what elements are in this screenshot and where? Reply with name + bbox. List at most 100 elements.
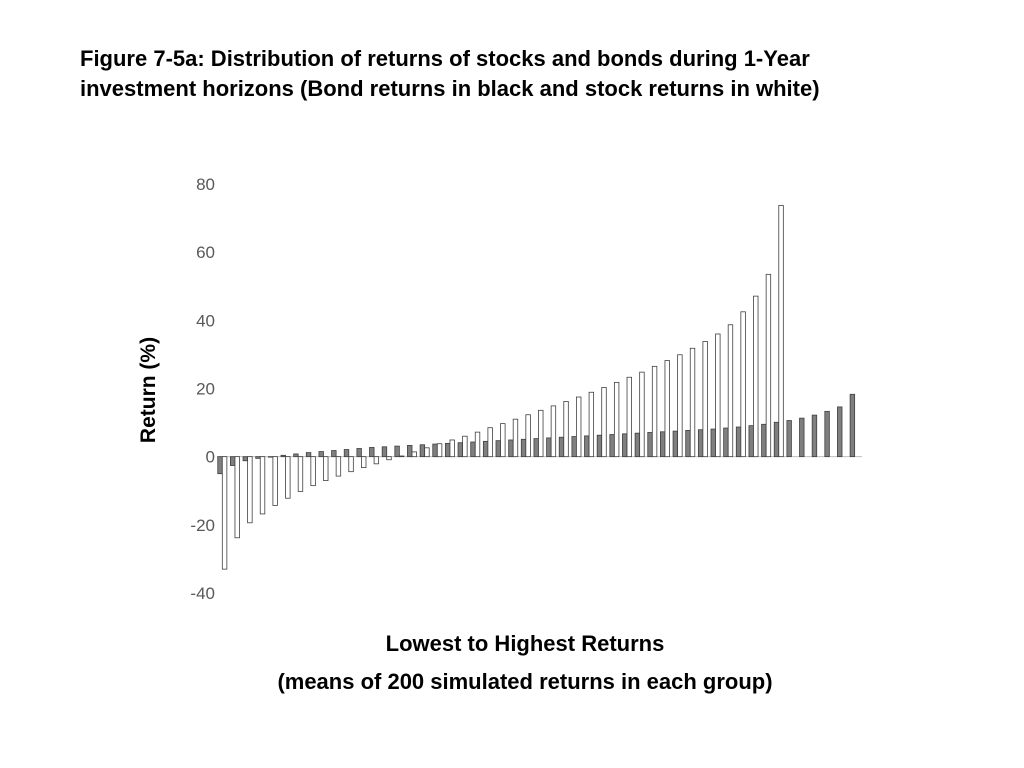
stock-return-bar [651,365,658,458]
bond-return-bar [710,428,716,458]
stock-return-bar [576,396,582,458]
y-axis-ticks: 80 60 40 20 0 -20 -40 [190,175,215,603]
y-tick-label: 80 [196,175,215,194]
bond-return-bar [407,445,413,458]
bond-return-bar [305,452,312,458]
bond-return-bar [672,430,678,458]
stock-return-bar [462,435,468,458]
stock-return-bar [323,456,329,481]
bond-return-bar [824,410,830,458]
bond-return-bar [381,446,388,458]
stock-return-bar [373,456,380,465]
bond-return-bar [470,441,476,458]
bond-return-bar [230,456,236,466]
stock-return-bar [487,427,493,458]
stock-return-bar [512,418,519,458]
stock-return-bar [525,414,531,458]
stock-return-bar [272,456,278,506]
stock-return-bar [424,447,430,458]
bond-return-bar [242,456,249,462]
stock-return-bar [449,439,455,458]
bond-return-bar [634,432,641,458]
stock-return-bar [778,205,784,458]
stock-return-bar [348,456,354,473]
bond-return-bar [293,453,299,458]
stock-return-bar [550,405,557,458]
bond-return-bar [647,432,653,458]
stock-return-bar [500,423,506,458]
bond-return-bar [445,442,451,458]
bond-return-bar [457,442,463,458]
bond-return-bar [343,449,350,458]
stock-return-bar [297,456,304,492]
bond-return-bar [508,439,514,458]
stock-return-bar [677,354,683,458]
bond-return-bar [735,426,742,458]
bond-return-bar [761,423,767,458]
bond-return-bar [571,436,577,458]
bond-return-bar [723,427,729,458]
bond-return-bar [799,417,805,458]
bond-return-bar [837,406,843,458]
bond-return-bar [520,438,527,458]
bond-return-bar [849,393,856,458]
bond-return-bar [697,429,704,458]
bond-return-bar [811,414,818,458]
stock-return-bar [361,456,367,468]
stock-return-bar [259,456,266,515]
bond-return-bar [584,435,590,458]
stock-return-bar [753,295,759,458]
bond-return-bar [786,420,792,458]
stock-return-bar [715,333,721,458]
figure-title-line-1: Figure 7-5a: Distribution of returns of … [80,46,810,71]
bond-return-bar [432,443,438,458]
bond-return-bar [280,454,286,458]
stock-return-bar [639,371,645,458]
bond-return-bar [217,456,223,475]
bond-return-bar [255,456,261,459]
stock-return-bar [247,456,253,524]
stock-return-bar [411,451,417,458]
bond-return-bar [394,445,400,458]
x-axis-label-line-1: Lowest to Highest Returns [385,631,665,656]
bond-return-bar [318,451,324,458]
y-tick-label: 60 [196,243,215,262]
bond-return-bar [660,431,666,458]
y-tick-label: -40 [190,584,215,603]
stock-return-bar [221,456,228,570]
bond-return-bar [419,444,426,458]
stock-return-bar [588,391,595,458]
stock-return-bar [601,387,607,458]
stock-return-bar [234,456,240,539]
stock-return-bar [285,456,291,499]
stock-return-bar [727,324,734,458]
y-tick-label: 40 [196,311,215,330]
bond-return-bar [482,440,489,458]
stock-return-bar [765,273,772,458]
stock-return-bar [740,311,746,458]
x-axis-label-line-2: (means of 200 simulated returns in each … [277,669,773,694]
bar-series-group [217,205,856,570]
bond-return-bar [369,447,375,458]
bond-return-bar [748,425,754,458]
stock-return-bar [689,347,696,458]
figure-title-line-2: investment horizons (Bond returns in bla… [80,76,820,101]
stock-return-bar [702,341,708,458]
stock-return-bar [386,456,392,461]
bond-return-bar [609,434,615,458]
stock-return-bar [626,376,632,458]
stock-return-bar [335,456,342,477]
bond-return-bar [533,438,539,458]
y-tick-label: 0 [206,448,215,467]
bond-return-bar [356,448,362,458]
stock-return-bar [664,360,670,458]
stock-return-bar [563,401,569,458]
stock-return-bar [398,455,405,458]
bond-return-bar [495,440,501,458]
bond-return-bar [546,437,552,458]
stock-return-bar [436,443,443,458]
bond-return-bar [267,456,274,458]
bond-return-bar [558,436,565,458]
bond-return-bar [773,421,780,458]
